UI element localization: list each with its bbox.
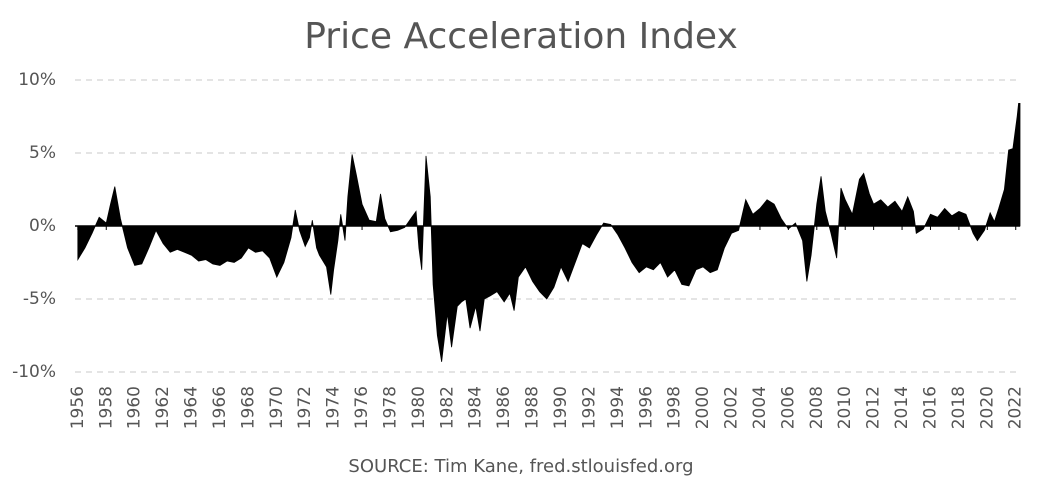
x-tick-label: 2006 [778,386,798,429]
chart-title: Price Acceleration Index [304,16,738,57]
x-tick-label: 2010 [835,386,855,429]
area [77,102,1021,362]
x-tick-label: 2016 [920,386,940,429]
y-tick-label: 10% [18,70,56,90]
x-tick-label: 2014 [892,386,912,429]
x-tick-label: 1990 [551,386,571,429]
x-tick-label: 1978 [380,386,400,429]
source-note: SOURCE: Tim Kane, fred.stlouisfed.org [348,456,693,477]
x-tick-label: 1980 [409,386,429,429]
x-tick-label: 2002 [722,386,742,429]
x-tick-label: 1960 [125,386,145,429]
x-tick-label: 1964 [182,386,202,429]
x-tick-label: 1976 [352,386,372,429]
x-tick-label: 1982 [437,386,457,429]
x-tick-label: 1988 [523,386,543,429]
x-tick-label: 1994 [608,386,628,429]
x-tick-label: 1966 [210,386,230,429]
y-tick-label: 0% [29,216,56,236]
x-tick-label: 2020 [977,386,997,429]
x-tick-label: 2018 [949,386,969,429]
x-tick-label: 2022 [1006,386,1026,429]
x-tick-label: 2012 [864,386,884,429]
x-tick-label: 1996 [636,386,656,429]
x-tick-label: 1974 [324,386,344,429]
x-tick-label: 1992 [579,386,599,429]
x-tick-label: 1962 [153,386,173,429]
x-tick-label: 1958 [96,386,116,429]
x-tick-label: 1970 [267,386,287,429]
x-tick-label: 1998 [665,386,685,429]
x-tick-label: 1956 [68,386,88,429]
y-tick-label: -5% [23,289,56,309]
x-tick-label: 1986 [494,386,514,429]
x-tick-label: 1972 [295,386,315,429]
x-tick-label: 1984 [466,386,486,429]
x-tick-label: 2008 [807,386,827,429]
y-tick-label: -10% [12,362,56,382]
x-tick-label: 2000 [693,386,713,429]
x-tick-label: 1968 [238,386,258,429]
y-tick-label: 5% [29,143,56,163]
x-tick-label: 2004 [750,386,770,429]
